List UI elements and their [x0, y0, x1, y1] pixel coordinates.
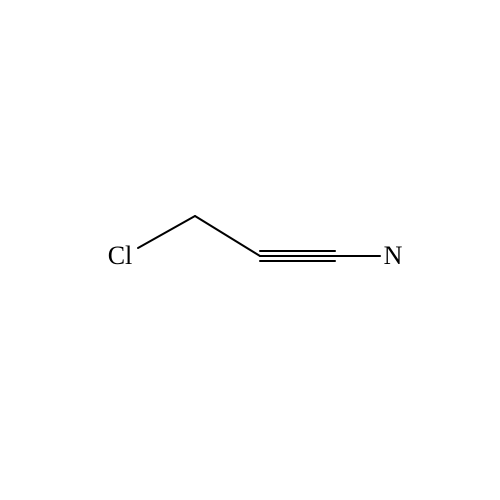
bond-layer — [0, 0, 500, 500]
atom-label-n: N — [384, 241, 403, 271]
molecule-canvas: Cl N — [0, 0, 500, 500]
atom-label-cl: Cl — [108, 241, 133, 271]
